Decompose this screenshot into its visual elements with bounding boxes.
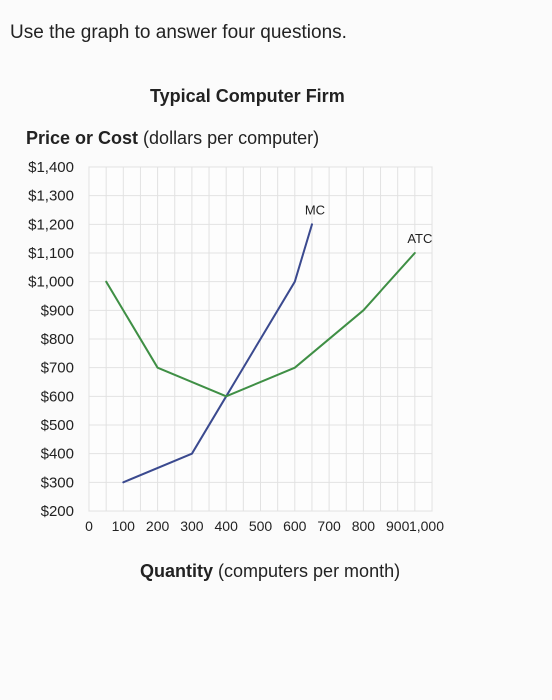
y-axis-label: Price or Cost (dollars per computer) (26, 128, 319, 149)
series-label-atc: ATC (407, 231, 432, 246)
y-tick-label: $1,300 (28, 188, 74, 205)
chart-ticks: $200 $300 $400 $500 $600 $700 $800 $900 $1,000 $1… (28, 159, 444, 534)
x-tick-label: 100 (112, 518, 136, 534)
y-tick-label: $200 (41, 503, 74, 520)
y-tick-label: $600 (41, 388, 74, 405)
y-tick-label: $900 (41, 302, 74, 319)
x-tick-label: 200 (146, 518, 170, 534)
x-tick-label: 1,000 (409, 518, 444, 534)
chart-series-labels: MC ATC (305, 202, 433, 246)
y-tick-label: $1,100 (28, 245, 74, 262)
y-axis-label-rest: (dollars per computer) (138, 128, 320, 148)
x-tick-label: 400 (215, 518, 239, 534)
x-tick-label: 700 (317, 518, 341, 534)
question-prompt: Use the graph to answer four questions. (10, 22, 347, 43)
y-tick-label: $800 (41, 331, 74, 348)
y-axis-label-bold: Price or Cost (26, 128, 139, 148)
chart-series (105, 223, 416, 484)
x-tick-label: 600 (283, 518, 307, 534)
x-tick-label: 500 (249, 518, 273, 534)
x-tick-label: 800 (352, 518, 376, 534)
y-tick-label: $1,200 (28, 216, 74, 233)
y-tick-label: $700 (41, 360, 74, 377)
y-tick-label: $400 (41, 446, 74, 463)
y-tick-label: $500 (41, 417, 74, 434)
y-tick-label: $1,400 (28, 159, 74, 176)
series-line-atc (105, 252, 416, 398)
x-axis-label: Quantity (computers per month) (140, 561, 400, 582)
y-tick-label: $1,000 (28, 274, 74, 291)
x-axis-label-rest: (computers per month) (213, 561, 401, 581)
x-axis-label-bold: Quantity (140, 561, 214, 581)
x-tick-label: 300 (180, 518, 204, 534)
x-tick-label: 900 (386, 518, 410, 534)
x-tick-label: 0 (85, 518, 93, 534)
series-label-mc: MC (305, 202, 325, 217)
chart-title: Typical Computer Firm (150, 86, 345, 106)
y-tick-label: $300 (41, 474, 74, 491)
